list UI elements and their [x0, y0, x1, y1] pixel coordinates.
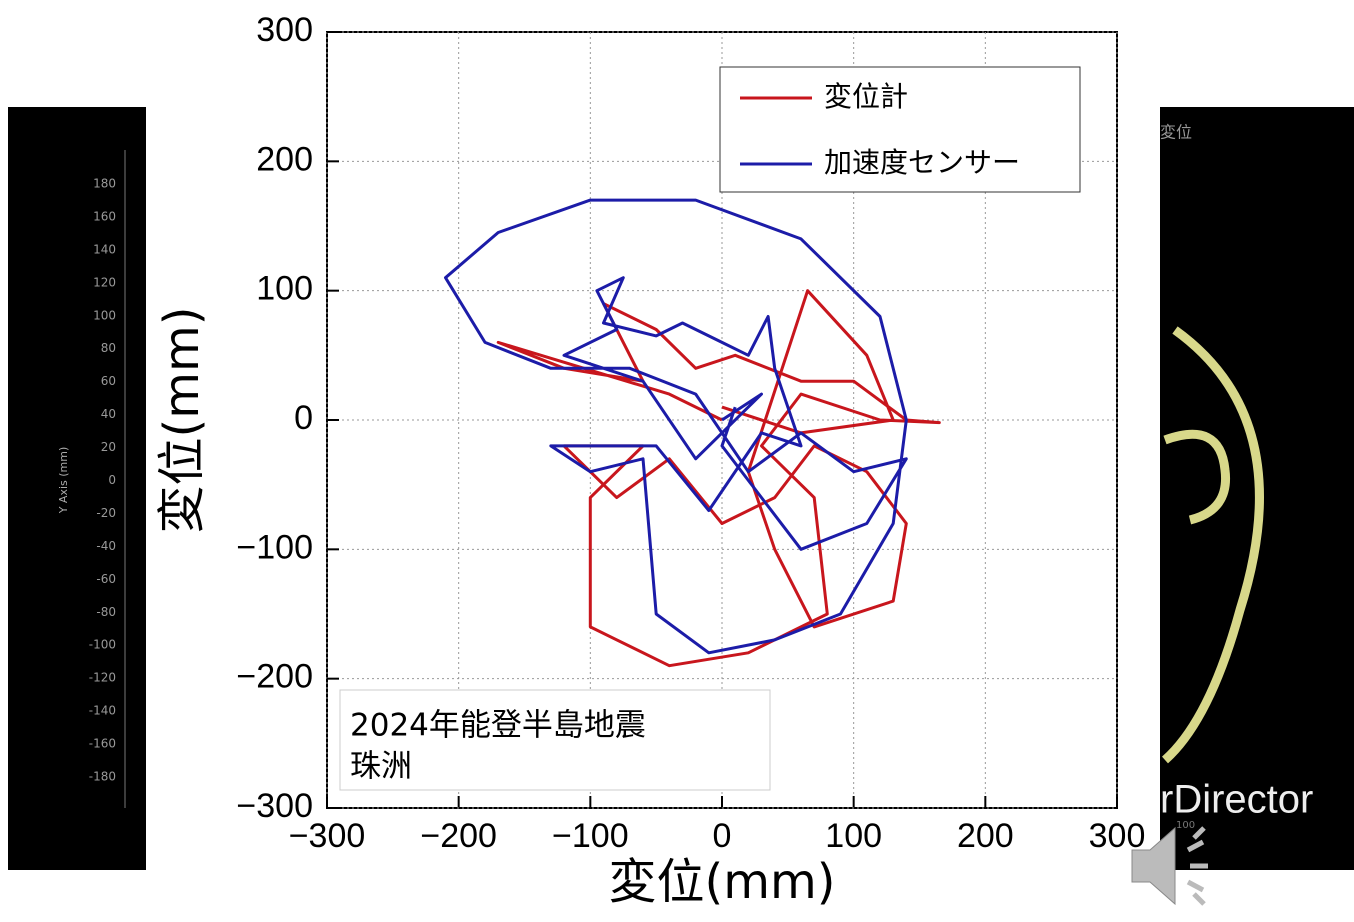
x-tick-label: 200 [957, 817, 1014, 855]
left-panel-tick: 60 [101, 374, 116, 388]
right-panel-tick: 100 [1176, 820, 1195, 831]
y-tick-label: 0 [294, 399, 313, 437]
left-panel-tick: -80 [96, 605, 116, 619]
left-panel-tick: -20 [96, 506, 116, 520]
legend-label: 加速度センサー [824, 146, 1020, 179]
left-panel-tick: 40 [101, 407, 116, 421]
left-panel-tick: 120 [93, 275, 116, 289]
left-panel-tick: 0 [108, 473, 116, 487]
page: Y Axis (mm) 変位 rDirector 100 変位(mm) 変位(m… [0, 0, 1354, 922]
left-panel-tick: -120 [89, 671, 116, 685]
left-panel-tick: 180 [93, 177, 116, 191]
y-tick-label: −200 [236, 658, 313, 696]
y-axis-label: 変位(mm) [154, 307, 210, 534]
left-panel-tick: 20 [101, 440, 116, 454]
x-tick-label: 300 [1089, 817, 1146, 855]
left-panel-tick: -160 [89, 737, 116, 751]
y-tick-label: 300 [256, 11, 313, 49]
watermark: rDirector [1160, 778, 1313, 822]
x-tick-label: 100 [825, 817, 882, 855]
left-panel-tick: 160 [93, 209, 116, 223]
x-tick-label: 0 [713, 817, 732, 855]
y-tick-label: −100 [236, 528, 313, 566]
left-panel-tick: -60 [96, 572, 116, 586]
left-panel-tick: -100 [89, 638, 116, 652]
y-tick-label: −300 [236, 787, 313, 825]
left-panel-tick: -180 [89, 770, 116, 784]
right-panel-title: 変位 [1160, 123, 1192, 142]
annotation-line: 2024年能登半島地震 [350, 708, 646, 744]
left-panel-tick: 140 [93, 242, 116, 256]
y-tick-label: 100 [256, 270, 313, 308]
left-panel-axis-title: Y Axis (mm) [57, 447, 70, 515]
slide: Y Axis (mm) 変位 rDirector 100 変位(mm) 変位(m… [0, 0, 1354, 922]
x-tick-label: −100 [552, 817, 629, 855]
y-tick-label: 200 [256, 140, 313, 178]
x-axis-label: 変位(mm) [609, 854, 836, 910]
legend-label: 変位計 [824, 80, 908, 113]
x-tick-label: −200 [420, 817, 497, 855]
left-panel-tick: 80 [101, 341, 116, 355]
left-panel-tick: -40 [96, 539, 116, 553]
annotation-line: 珠洲 [350, 749, 412, 785]
left-panel-tick: 100 [93, 308, 116, 322]
left-panel-tick: -140 [89, 704, 116, 718]
